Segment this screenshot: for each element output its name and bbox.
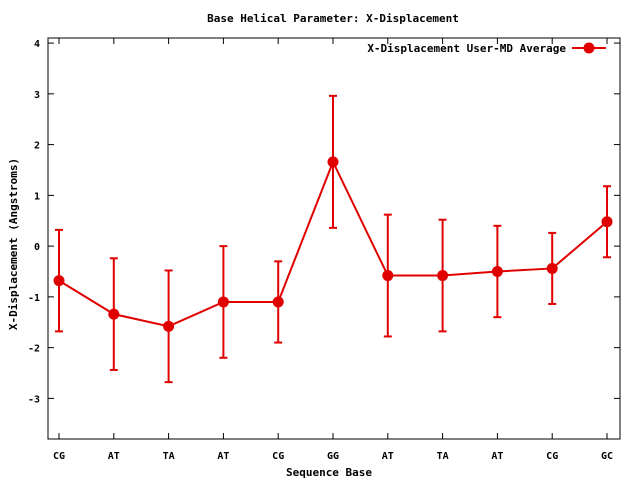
x-tick-label: CG: [53, 451, 65, 462]
y-tick-label: 1: [34, 191, 40, 202]
y-tick-label: -3: [28, 394, 40, 405]
data-point: [491, 265, 503, 277]
plot-border: [47, 37, 621, 440]
data-point: [272, 296, 284, 308]
data-point: [601, 216, 613, 228]
data-point: [108, 308, 120, 320]
error-bars: [55, 94, 611, 384]
data-point: [327, 156, 339, 168]
x-tick-label: AT: [491, 451, 503, 462]
x-tick-label: GC: [601, 451, 613, 462]
data-point: [546, 262, 558, 274]
legend: X-Displacement User-MD Average: [367, 42, 606, 55]
x-tick-label: TA: [437, 451, 449, 462]
x-tick-label: AT: [382, 451, 394, 462]
y-axis-label: X-Displacement (Angstroms): [7, 158, 20, 330]
x-tick-label: CG: [272, 451, 284, 462]
x-axis-label: Sequence Base: [286, 466, 372, 479]
legend-label: X-Displacement User-MD Average: [367, 42, 566, 55]
data-point: [382, 270, 394, 282]
data-point: [437, 270, 449, 282]
x-tick-label: GG: [327, 451, 339, 462]
x-tick-label: CG: [546, 451, 558, 462]
x-tick-label: AT: [108, 451, 120, 462]
data-point: [163, 320, 175, 332]
y-tick-label: 2: [34, 141, 40, 152]
y-tick-label: -1: [28, 293, 40, 304]
data-point: [217, 296, 229, 308]
chart-title: Base Helical Parameter: X-Displacement: [207, 12, 459, 25]
y-tick-label: -2: [28, 344, 40, 355]
x-tick-label: AT: [217, 451, 229, 462]
y-tick-label: 3: [34, 90, 40, 101]
data-points: [53, 156, 613, 332]
y-tick-label: 0: [34, 242, 40, 253]
legend-marker: [583, 42, 595, 54]
y-tick-label: 4: [34, 39, 40, 50]
x-tick-label: TA: [163, 451, 175, 462]
data-point: [53, 275, 65, 287]
y-axis-ticks: -3 -2 -1 0 1 2 3 4: [28, 39, 620, 405]
x-axis-ticks: CG AT TA AT CG GG AT TA AT CG GC: [53, 38, 613, 462]
